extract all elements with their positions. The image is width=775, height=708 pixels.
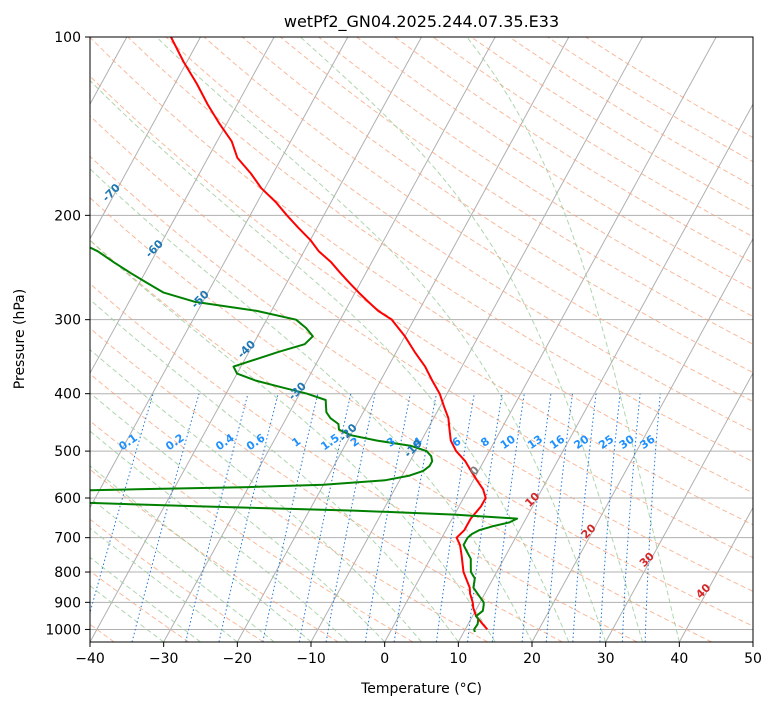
- isotherm-line: [531, 237, 753, 642]
- y-tick-label: 500: [54, 444, 81, 460]
- dry-adiabat-line: [90, 570, 190, 642]
- mixing-ratio-line: [545, 393, 573, 642]
- x-tick-label: 30: [597, 651, 615, 667]
- moist-adiabat-line: [90, 79, 570, 642]
- mixing-ratio-line: [393, 393, 437, 642]
- x-tick-label: 20: [523, 651, 541, 667]
- x-tick-label: 50: [744, 651, 762, 667]
- dry-adiabat-line: [90, 37, 753, 494]
- y-axis-title: Pressure (hPa): [12, 289, 28, 389]
- mixing-ratio-line: [467, 393, 503, 642]
- moist-adiabat-line: [90, 298, 459, 642]
- dry-adiabat-line: [127, 37, 753, 463]
- dry-adiabat-line: [241, 37, 753, 374]
- temperature-profile-line: [170, 37, 489, 631]
- moist-adiabat-line: [90, 430, 349, 642]
- plot-frame: [89, 36, 754, 643]
- moist-adiabat-line: [90, 168, 533, 642]
- moist-adiabat-line: [90, 527, 238, 642]
- dry-adiabat-line: [90, 373, 488, 642]
- y-tick-label: 1000: [45, 622, 81, 638]
- dry-adiabat-line: [90, 282, 638, 642]
- moist-adiabat-line: [90, 465, 312, 642]
- x-tick-label: 10: [449, 651, 467, 667]
- moist-adiabat-line: [90, 497, 275, 642]
- profile-lines: [90, 37, 519, 633]
- dry-adiabat-line: [90, 239, 712, 642]
- y-tick-label: 700: [54, 531, 81, 547]
- isotherm-line: [90, 37, 349, 509]
- dry-adiabat-line: [90, 155, 753, 592]
- x-tick-label: −10: [296, 651, 326, 667]
- moist-adiabat-line: [90, 239, 496, 642]
- chart-title: wetPf2_GN04.2025.244.07.35.E33: [284, 12, 559, 32]
- mixing-ratio-line: [599, 393, 621, 642]
- isotherm-line: [457, 103, 753, 642]
- isotherm-line: [384, 37, 717, 642]
- background-lines: [90, 37, 753, 642]
- mixing-ratio-line: [435, 393, 475, 642]
- dry-adiabat-line: [90, 518, 264, 642]
- y-axis-ticks: 100 200 300 400 500 600 700 800 900 1000: [45, 30, 90, 638]
- isotherm-line: [90, 37, 275, 375]
- x-axis-title: Temperature (°C): [360, 681, 482, 697]
- dry-adiabat-line: [90, 420, 414, 642]
- y-tick-label: 400: [54, 387, 81, 403]
- mixing-ratio-line: [644, 393, 661, 642]
- isotherm-line: [678, 506, 753, 642]
- mixing-ratio-line: [218, 393, 279, 642]
- mixing-ratio-line: [131, 393, 200, 642]
- mixing-ratio-line: [262, 393, 319, 642]
- x-tick-label: −30: [149, 651, 179, 667]
- mixing-ratio-line: [185, 393, 249, 642]
- y-tick-label: 300: [54, 313, 81, 329]
- x-tick-label: 0: [380, 651, 389, 667]
- mixing-ratio-line: [521, 393, 552, 642]
- dry-adiabat-line: [280, 37, 753, 345]
- dry-adiabat-line: [90, 468, 339, 642]
- mixing-ratio-line: [572, 393, 597, 642]
- x-tick-label: −40: [75, 651, 105, 667]
- mixing-ratio-line: [298, 393, 352, 642]
- mixing-ratio-line: [621, 393, 641, 642]
- moist-adiabat-line: [466, 37, 680, 642]
- moist-adiabat-line: [156, 37, 607, 642]
- moist-adiabat-line: [300, 37, 643, 642]
- x-axis-ticks: −40 −30 −20 −10 0 10 20 30 40 50: [75, 642, 762, 667]
- mixing-ratio-line: [491, 393, 525, 642]
- dewpoint-profile-line: [90, 246, 519, 633]
- dry-adiabat-line: [90, 115, 753, 559]
- y-tick-label: 600: [54, 491, 81, 507]
- x-tick-label: −20: [223, 651, 253, 667]
- mixing-ratio-line: [364, 393, 411, 642]
- isotherm-line: [90, 37, 201, 240]
- dry-adiabat-line: [90, 197, 753, 627]
- isotherm-line: [236, 37, 570, 642]
- y-tick-label: 100: [54, 30, 81, 46]
- dry-adiabat-line: [318, 37, 753, 318]
- y-tick-label: 800: [54, 565, 81, 581]
- x-tick-label: 40: [670, 651, 688, 667]
- mixing-ratio-line: [325, 393, 376, 642]
- y-tick-label: 900: [54, 595, 81, 611]
- isotherm-line: [163, 37, 496, 642]
- y-tick-label: 200: [54, 208, 81, 224]
- isotherm-line: [605, 372, 753, 642]
